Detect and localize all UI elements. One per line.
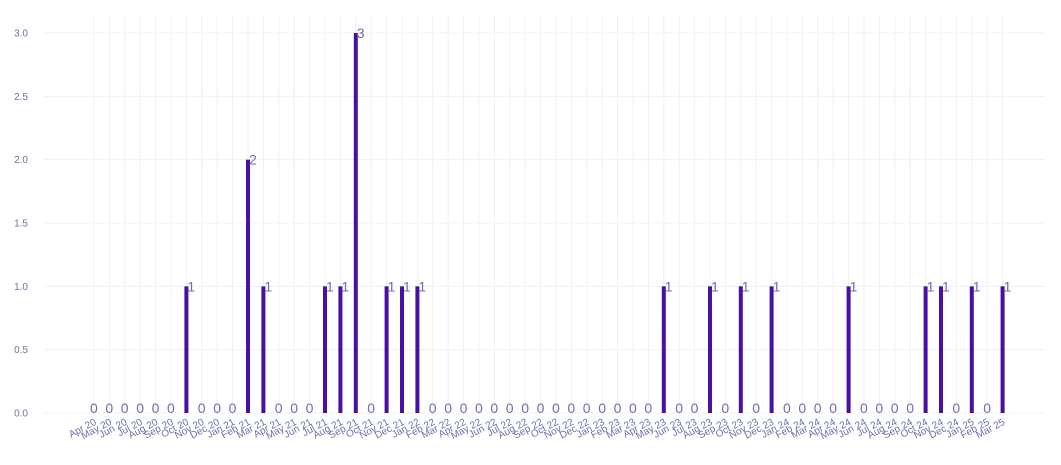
data-label: 0 xyxy=(983,400,991,416)
data-label: 0 xyxy=(444,400,452,416)
y-tick-label: 1.0 xyxy=(14,282,28,293)
data-label: 0 xyxy=(537,400,545,416)
bar xyxy=(846,286,851,413)
bar xyxy=(323,286,327,413)
bar xyxy=(969,286,974,413)
data-label: 0 xyxy=(290,400,298,416)
data-label: 0 xyxy=(521,400,529,416)
data-label: 1 xyxy=(187,278,195,294)
data-label: 0 xyxy=(891,400,899,416)
data-label: 0 xyxy=(90,400,98,416)
data-label: 1 xyxy=(341,278,349,294)
data-label: 1 xyxy=(1004,278,1012,294)
y-axis: 0.0 0.5 1.0 1.5 2.0 2.5 3.0 xyxy=(14,29,28,420)
data-label: 0 xyxy=(306,400,314,416)
data-label: 0 xyxy=(367,400,375,416)
data-label: 0 xyxy=(829,400,837,416)
data-label: 1 xyxy=(264,278,272,294)
data-label: 0 xyxy=(629,400,637,416)
data-label: 0 xyxy=(475,400,483,416)
data-label: 0 xyxy=(213,400,221,416)
bar xyxy=(939,286,943,413)
bar xyxy=(738,286,743,413)
bar xyxy=(1000,286,1005,413)
data-label: 0 xyxy=(460,400,468,416)
data-label: 1 xyxy=(418,278,426,294)
data-label: 0 xyxy=(860,400,868,416)
bar xyxy=(769,286,774,413)
data-label: 1 xyxy=(388,278,396,294)
data-label: 1 xyxy=(326,278,334,294)
data-label: 0 xyxy=(814,400,822,416)
y-tick-label: 0.0 xyxy=(14,409,28,420)
data-label: 1 xyxy=(927,278,935,294)
bar xyxy=(261,286,266,413)
data-label: 0 xyxy=(675,400,683,416)
data-label: 1 xyxy=(850,278,858,294)
data-label: 1 xyxy=(403,278,411,294)
data-label: 0 xyxy=(275,400,283,416)
data-label: 0 xyxy=(644,400,652,416)
data-label: 0 xyxy=(229,400,237,416)
data-label: 1 xyxy=(742,278,750,294)
data-label: 0 xyxy=(567,400,575,416)
data-label: 0 xyxy=(152,400,160,416)
y-tick-label: 0.5 xyxy=(14,345,28,356)
data-label: 0 xyxy=(583,400,591,416)
bar xyxy=(661,286,666,413)
data-label: 0 xyxy=(198,400,206,416)
data-label: 0 xyxy=(429,400,437,416)
data-label: 0 xyxy=(121,400,129,416)
data-label: 0 xyxy=(752,400,760,416)
y-tick-label: 2.5 xyxy=(14,92,28,103)
y-tick-label: 2.0 xyxy=(14,155,28,166)
data-label: 1 xyxy=(942,278,950,294)
data-label: 1 xyxy=(665,278,673,294)
bar xyxy=(384,286,389,413)
data-label: 0 xyxy=(552,400,560,416)
y-tick-label: 1.5 xyxy=(14,219,28,230)
grid xyxy=(44,15,1045,414)
bar xyxy=(415,286,420,413)
data-label: 0 xyxy=(783,400,791,416)
data-label: 0 xyxy=(906,400,914,416)
data-label: 1 xyxy=(711,278,719,294)
data-label: 0 xyxy=(721,400,729,416)
data-label: 0 xyxy=(952,400,960,416)
bar xyxy=(353,33,358,413)
data-label: 3 xyxy=(357,25,365,41)
data-label: 0 xyxy=(614,400,622,416)
bar xyxy=(338,286,343,413)
data-label: 0 xyxy=(105,400,113,416)
bar xyxy=(400,286,404,413)
y-tick-label: 3.0 xyxy=(14,29,28,40)
data-label: 1 xyxy=(973,278,981,294)
bar xyxy=(246,159,250,413)
bar xyxy=(923,286,928,413)
data-label: 2 xyxy=(249,152,257,168)
data-label: 0 xyxy=(136,400,144,416)
bars xyxy=(184,33,1005,413)
data-label: 1 xyxy=(773,278,781,294)
bar xyxy=(708,286,712,413)
data-label: 0 xyxy=(506,400,514,416)
data-label: 0 xyxy=(490,400,498,416)
data-label: 0 xyxy=(691,400,699,416)
data-label: 0 xyxy=(798,400,806,416)
data-label: 0 xyxy=(167,400,175,416)
bar xyxy=(184,286,189,413)
data-label: 0 xyxy=(598,400,606,416)
data-label: 0 xyxy=(875,400,883,416)
